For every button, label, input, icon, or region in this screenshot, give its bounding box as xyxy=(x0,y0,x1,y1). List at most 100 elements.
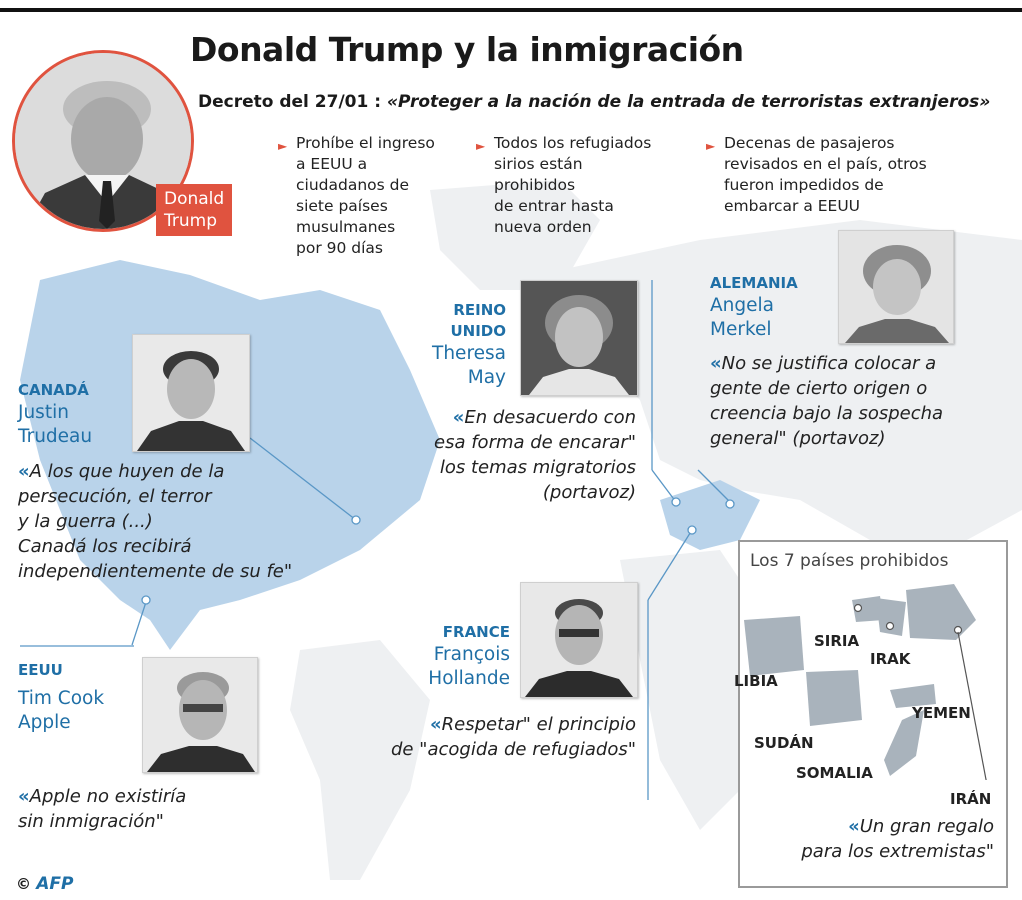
uk-person-line1: Theresa xyxy=(432,343,506,364)
label-somalia: SOMALIA xyxy=(796,764,873,782)
quote-line: Un gran regalo xyxy=(859,816,994,837)
top-rule xyxy=(0,8,1022,12)
quote-line: Respetar" el principio xyxy=(441,714,636,735)
canada-person-line1: Justin xyxy=(18,402,69,423)
germany-country: ALEMANIA xyxy=(710,274,798,292)
quote-line: para los extremistas" xyxy=(801,841,994,862)
bullet-line: Todos los refugiados xyxy=(494,134,652,152)
quote-line: persecución, el terror xyxy=(18,486,212,507)
label-sudan: SUDÁN xyxy=(754,734,814,752)
france-person-line2: Hollande xyxy=(428,668,510,689)
france-quote: «Respetar" el principio de "acogida de r… xyxy=(340,712,636,762)
eeuu-quote: «Apple no existiría sin inmigración" xyxy=(18,784,186,834)
quote-line: gente de cierto origen o xyxy=(710,378,928,399)
label-irak: IRAK xyxy=(870,650,911,668)
map-europe xyxy=(660,480,760,550)
eeuu-block: EEUU Tim Cook Apple xyxy=(18,660,104,735)
map-somalia xyxy=(884,710,924,776)
bullet-line: fueron impedidos de xyxy=(724,176,884,194)
leader-canada xyxy=(249,437,357,521)
tim-cook-photo xyxy=(142,657,258,773)
quote-line: los temas migratorios xyxy=(439,457,636,478)
trudeau-portrait-icon xyxy=(133,335,249,451)
pin-uk xyxy=(671,497,681,507)
quote-line: independientemente de su fe" xyxy=(18,561,293,582)
quote-mark-icon: « xyxy=(710,353,722,374)
germany-person-line1: Angela xyxy=(710,295,774,316)
label-siria: SIRIA xyxy=(814,632,860,650)
quote-mark-icon: « xyxy=(430,714,442,735)
map-north-america xyxy=(20,260,440,650)
trudeau-photo xyxy=(132,334,250,452)
bullet-line: a EEUU a xyxy=(296,155,368,173)
inset-title: Los 7 países prohibidos xyxy=(750,551,949,571)
pin-france xyxy=(687,525,697,535)
bullet-line: siete países xyxy=(296,197,388,215)
map-sudan xyxy=(806,670,862,726)
map-syria xyxy=(852,596,884,622)
leader-uk-b xyxy=(651,469,677,503)
canada-block: CANADÁ Justin Trudeau xyxy=(18,380,92,449)
angela-merkel-photo xyxy=(838,230,954,344)
map-yemen xyxy=(890,684,936,708)
page-title: Donald Trump y la inmigración xyxy=(190,30,744,69)
quote-mark-icon: « xyxy=(848,816,860,837)
trump-label-line2: Trump xyxy=(164,211,218,231)
uk-person-line2: May xyxy=(467,367,506,388)
quote-line: sin inmigración" xyxy=(18,811,164,832)
bullet-line: prohibidos xyxy=(494,176,576,194)
bullet-line: Decenas de pasajeros xyxy=(724,134,895,152)
bullet-line: Prohíbe el ingreso xyxy=(296,134,435,152)
bullet-passengers: ► Decenas de pasajeros revisados en el p… xyxy=(706,133,927,217)
bullet-line: de entrar hasta xyxy=(494,197,614,215)
eeuu-person-line2: Apple xyxy=(18,712,71,733)
bullet-line: embarcar a EEUU xyxy=(724,197,861,215)
inset-quote: «Un gran regalo para los extremistas" xyxy=(760,814,994,864)
eeuu-country: EEUU xyxy=(18,661,63,679)
bullet-syrian-refugees: ► Todos los refugiados sirios están proh… xyxy=(476,133,652,238)
subtitle-quote: «Proteger a la nación de la entrada de t… xyxy=(386,92,991,112)
bullet-arrow-icon: ► xyxy=(476,139,486,153)
leader-eeuu xyxy=(131,601,147,646)
canada-person-line2: Trudeau xyxy=(18,426,93,447)
leader-germany xyxy=(697,469,731,503)
bullet-arrow-icon: ► xyxy=(706,139,716,153)
germany-quote: «No se justifica colocar a gente de cier… xyxy=(710,351,943,451)
map-south-america xyxy=(290,640,430,880)
uk-country-line2: UNIDO xyxy=(450,322,506,340)
france-country: FRANCE xyxy=(442,623,510,641)
quote-line: Apple no existiría xyxy=(29,786,187,807)
subtitle-prefix: Decreto del 27/01 : xyxy=(198,92,387,112)
pin-eeuu xyxy=(141,595,151,605)
tim-cook-portrait-icon xyxy=(143,658,257,772)
bullet-line: ciudadanos de xyxy=(296,176,410,194)
bullet-arrow-icon: ► xyxy=(278,139,288,153)
quote-line: y la guerra (...) xyxy=(18,511,153,532)
leader-france-b xyxy=(647,529,693,601)
bullet-line: por 90 días xyxy=(296,239,383,257)
france-block: FRANCE François Hollande xyxy=(410,622,510,691)
uk-quote: «En desacuerdo con esa forma de encarar"… xyxy=(380,405,636,505)
quote-line: A los que huyen de la xyxy=(29,461,225,482)
quote-mark-icon: « xyxy=(452,407,465,428)
theresa-may-portrait-icon xyxy=(521,281,637,395)
eeuu-person-line1: Tim Cook xyxy=(18,688,105,709)
map-greenland xyxy=(430,180,600,290)
afp-logo: AFP xyxy=(36,874,74,894)
map-iran xyxy=(906,584,976,640)
quote-mark-icon: « xyxy=(18,461,30,482)
merkel-portrait-icon xyxy=(839,231,953,343)
trump-label-line1: Donald xyxy=(164,189,225,209)
label-libia: LIBIA xyxy=(734,672,778,690)
map-libya xyxy=(744,616,804,676)
pin-canada xyxy=(351,515,361,525)
quote-line: Canadá los recibirá xyxy=(18,536,192,557)
afp-credit: © AFP xyxy=(16,874,73,894)
bullet-line: sirios están xyxy=(494,155,583,173)
map-iraq xyxy=(876,598,906,636)
bullet-line: nueva orden xyxy=(494,218,592,236)
canada-quote: «A los que huyen de la persecución, el t… xyxy=(18,459,292,584)
label-iran: IRÁN xyxy=(950,790,992,808)
trump-name-badge: Donald Trump xyxy=(156,184,233,236)
bullet-line: musulmanes xyxy=(296,218,396,236)
